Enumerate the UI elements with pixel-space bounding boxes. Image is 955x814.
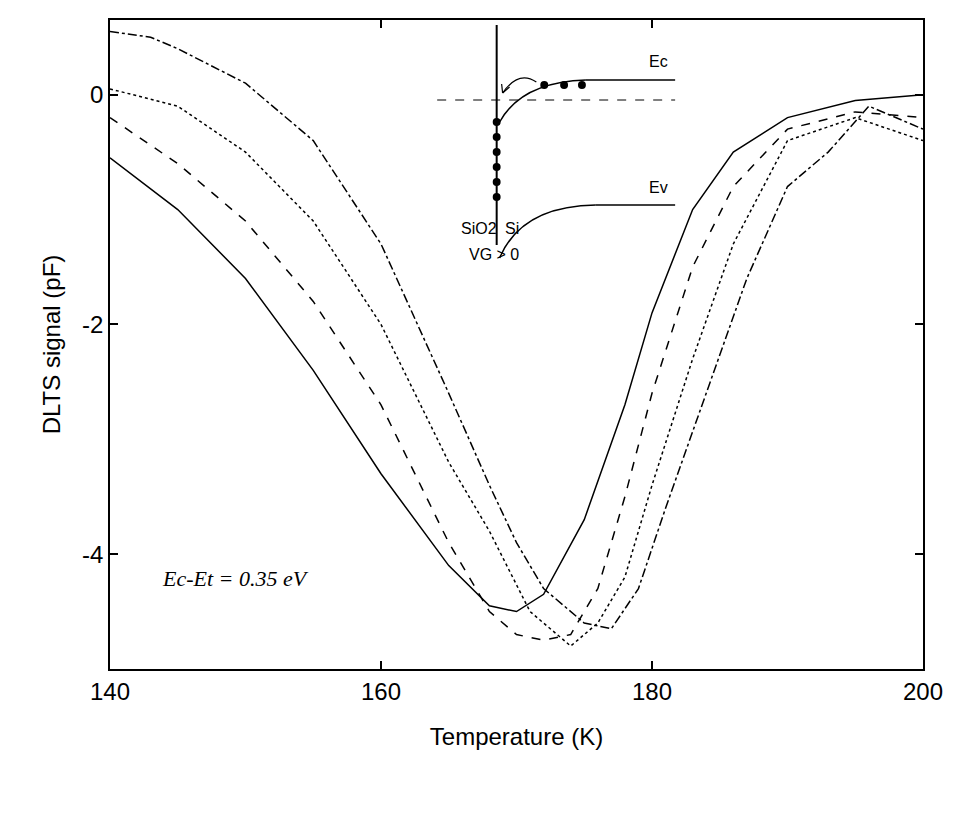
svg-text:-4: -4 <box>82 541 103 568</box>
svg-text:SiO2: SiO2 <box>461 220 497 237</box>
svg-text:Ev: Ev <box>649 179 668 196</box>
svg-text:Temperature (K): Temperature (K) <box>430 723 603 750</box>
svg-text:140: 140 <box>90 678 130 705</box>
svg-text:200: 200 <box>903 678 943 705</box>
svg-text:Ec-Et = 0.35 eV: Ec-Et = 0.35 eV <box>162 566 309 591</box>
svg-text:-2: -2 <box>82 311 103 338</box>
svg-text:DLTS signal (pF): DLTS signal (pF) <box>38 255 65 435</box>
svg-text:Ec: Ec <box>649 53 668 70</box>
svg-text:160: 160 <box>361 678 401 705</box>
svg-text:0: 0 <box>90 81 103 108</box>
svg-text:180: 180 <box>632 678 672 705</box>
svg-text:VG > 0: VG > 0 <box>469 246 519 263</box>
svg-text:Si: Si <box>505 220 519 237</box>
